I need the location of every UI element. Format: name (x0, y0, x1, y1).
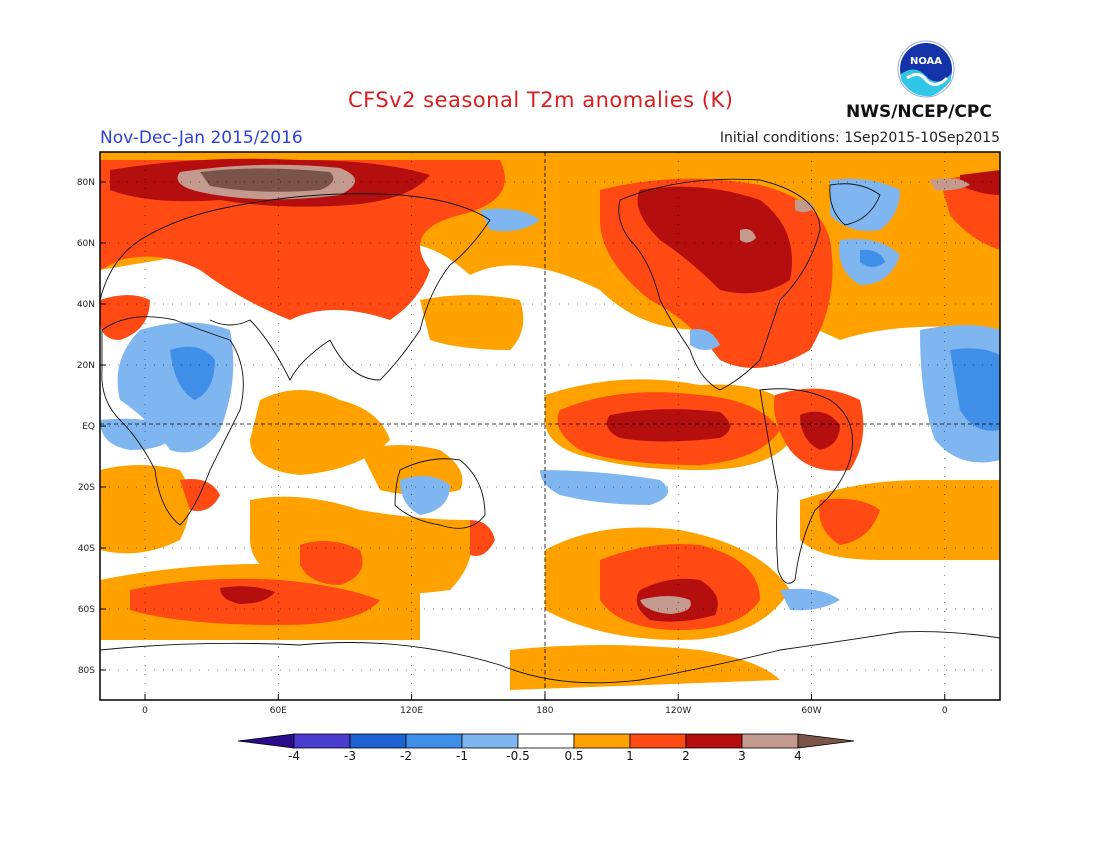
lat-tick-label: 60N (77, 239, 95, 249)
coastlines (100, 178, 1000, 684)
colorbar-label: 4 (794, 749, 802, 763)
colorbar-segment (293, 733, 351, 749)
lat-tick-label: 40S (78, 544, 95, 554)
colorbar (237, 733, 862, 753)
initial-conditions: Initial conditions: 1Sep2015-10Sep2015 (719, 130, 1000, 146)
forecast-period: Nov-Dec-Jan 2015/2016 (100, 128, 303, 148)
colorbar-label: -2 (400, 749, 412, 763)
lat-tick-label: 80N (77, 178, 95, 188)
colorbar-segment (685, 733, 743, 749)
lon-tick-label: 120W (665, 706, 691, 716)
lat-tick-label: 20N (77, 361, 95, 371)
colorbar-label: -1 (456, 749, 468, 763)
colorbar-segment (573, 733, 631, 749)
lon-tick-label: 60E (270, 706, 287, 716)
colorbar-segment (349, 733, 407, 749)
colorbar-segment (629, 733, 687, 749)
colorbar-segment (461, 733, 519, 749)
colorbar-label: 3 (738, 749, 746, 763)
colorbar-segment (797, 733, 855, 749)
lon-tick-label: 0 (142, 706, 148, 716)
longitude-axis: 0 60E 120E 180 120W 60W 0 (142, 152, 948, 716)
lat-tick-label: EQ (82, 422, 95, 432)
lat-tick-label: 40N (77, 300, 95, 310)
colorbar-label: 2 (682, 749, 690, 763)
colorbar-segment (237, 733, 295, 749)
colorbar-label: 1 (626, 749, 634, 763)
colorbar-segment (741, 733, 799, 749)
colorbar-segment (405, 733, 463, 749)
latitude-axis: 80N 60N 40N 20N EQ 20S 40S 60S 80S (77, 178, 1000, 676)
lon-tick-label: 120E (400, 706, 423, 716)
logo-text: NOAA (910, 56, 942, 67)
agency-label: NWS/NCEP/CPC (846, 102, 992, 122)
lat-tick-label: 80S (78, 666, 95, 676)
chart-title: CFSv2 seasonal T2m anomalies (K) (348, 88, 734, 112)
lon-tick-label: 180 (536, 706, 553, 716)
colorbar-segment (517, 733, 575, 749)
lon-tick-label: 60W (801, 706, 821, 716)
lat-tick-label: 60S (78, 605, 95, 615)
colorbar-label: -3 (344, 749, 356, 763)
colorbar-label: 0.5 (564, 749, 584, 763)
lat-tick-label: 20S (78, 483, 95, 493)
noaa-logo: NOAA (897, 40, 955, 98)
lon-tick-label: 0 (942, 706, 948, 716)
colorbar-label: -0.5 (506, 749, 530, 763)
colorbar-label: -4 (288, 749, 300, 763)
extreme-field (200, 168, 334, 192)
cold-field (170, 249, 1000, 431)
